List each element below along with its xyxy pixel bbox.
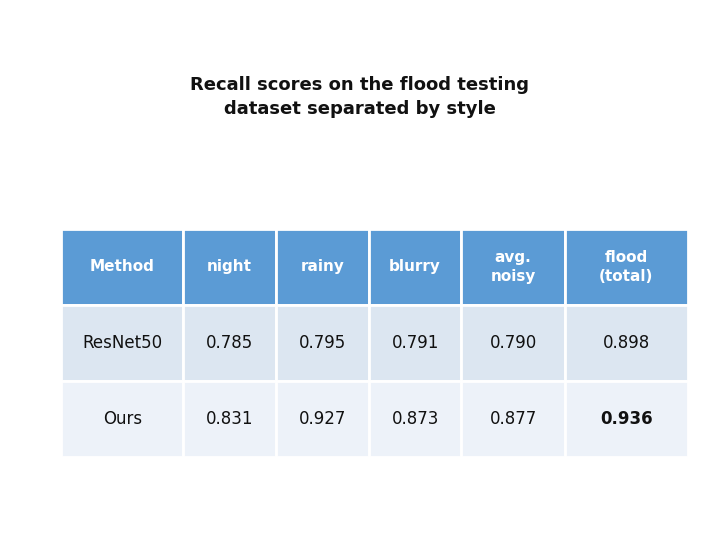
- Text: 0.873: 0.873: [392, 410, 438, 428]
- Text: Ours: Ours: [103, 410, 142, 428]
- Bar: [184, 305, 276, 381]
- Text: blurry: blurry: [390, 259, 441, 274]
- Text: 0.795: 0.795: [299, 334, 346, 352]
- Text: rainy: rainy: [300, 259, 344, 274]
- Bar: [564, 228, 688, 305]
- Text: ResNet50: ResNet50: [82, 334, 162, 352]
- Text: 0.785: 0.785: [206, 334, 253, 352]
- Bar: [61, 228, 184, 305]
- Bar: [564, 381, 688, 457]
- Text: 24: 24: [679, 516, 698, 530]
- Bar: [462, 305, 564, 381]
- Bar: [61, 381, 184, 457]
- Bar: [369, 381, 462, 457]
- Text: 0.791: 0.791: [392, 334, 438, 352]
- Text: 0.877: 0.877: [490, 410, 537, 428]
- Text: 0.927: 0.927: [299, 410, 346, 428]
- Bar: [276, 228, 369, 305]
- Bar: [462, 228, 564, 305]
- Bar: [184, 381, 276, 457]
- Bar: [184, 228, 276, 305]
- Bar: [61, 305, 184, 381]
- Text: 0.936: 0.936: [600, 410, 652, 428]
- Text: 0.831: 0.831: [206, 410, 253, 428]
- Bar: [369, 228, 462, 305]
- Text: avg.
noisy: avg. noisy: [490, 250, 536, 284]
- Bar: [276, 305, 369, 381]
- Text: Method: Method: [90, 259, 155, 274]
- Bar: [369, 305, 462, 381]
- Text: Recall scores on the flood testing
dataset separated by style: Recall scores on the flood testing datas…: [191, 76, 529, 118]
- Text: night: night: [207, 259, 252, 274]
- Text: flood
(total): flood (total): [599, 250, 654, 284]
- Bar: [462, 381, 564, 457]
- Text: Improved Recall on Rare Contexts: Improved Recall on Rare Contexts: [13, 25, 440, 45]
- Text: 0.898: 0.898: [603, 334, 650, 352]
- Bar: [564, 305, 688, 381]
- Text: 0.790: 0.790: [490, 334, 537, 352]
- Bar: [276, 381, 369, 457]
